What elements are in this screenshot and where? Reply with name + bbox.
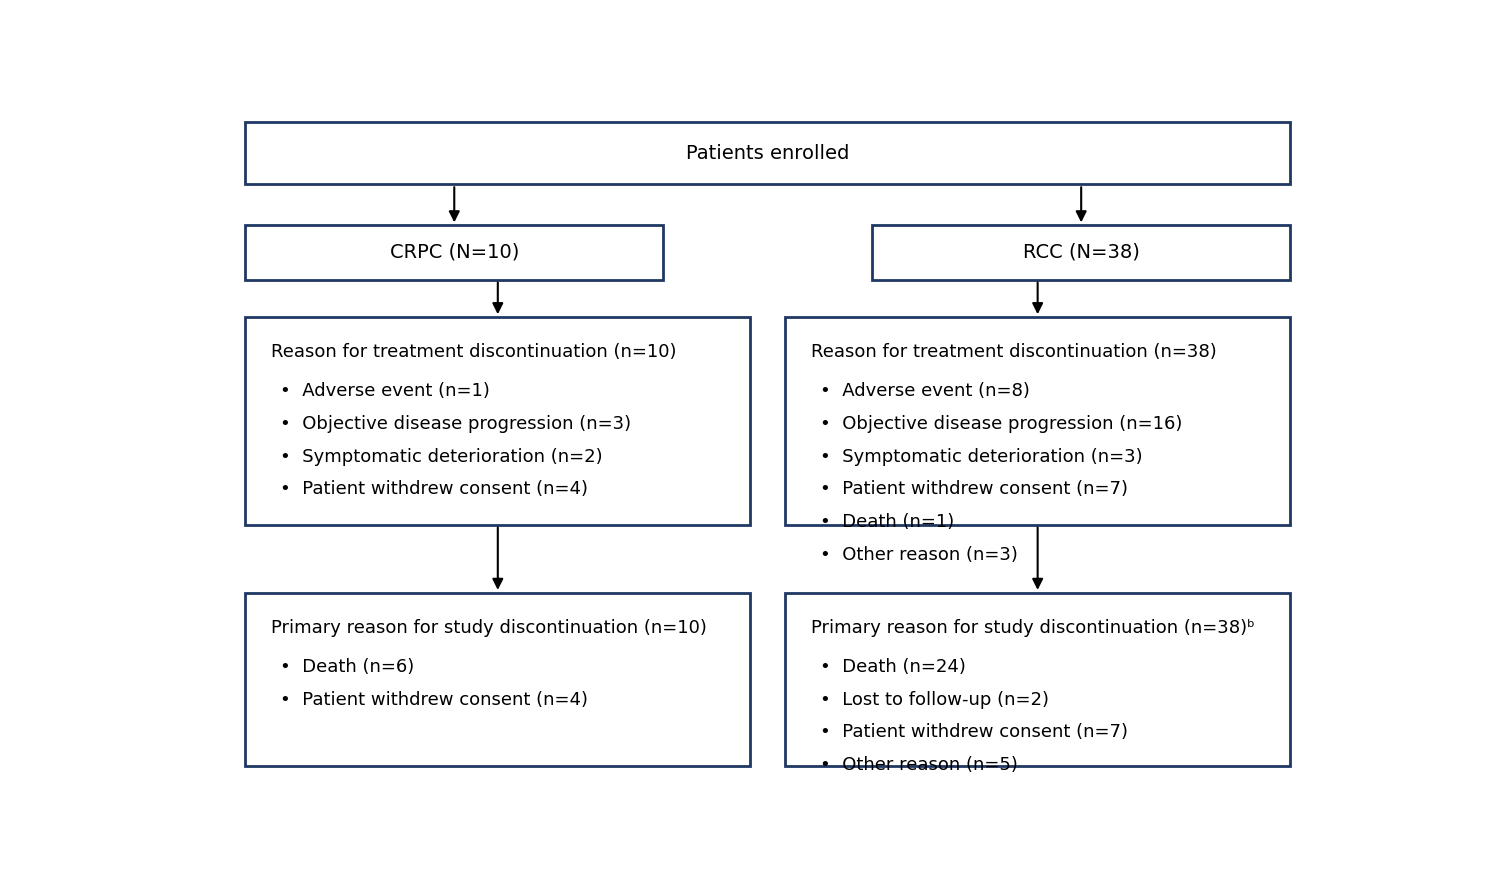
Text: •  Objective disease progression (n=3): • Objective disease progression (n=3): [280, 415, 631, 433]
Text: •  Patient withdrew consent (n=4): • Patient withdrew consent (n=4): [280, 690, 589, 709]
Text: CRPC (N=10): CRPC (N=10): [389, 243, 518, 262]
Text: •  Patient withdrew consent (n=4): • Patient withdrew consent (n=4): [280, 481, 589, 499]
Text: •  Lost to follow-up (n=2): • Lost to follow-up (n=2): [819, 690, 1049, 709]
Text: •  Symptomatic deterioration (n=2): • Symptomatic deterioration (n=2): [280, 448, 602, 466]
Text: RCC (N=38): RCC (N=38): [1023, 243, 1140, 262]
FancyBboxPatch shape: [246, 225, 664, 279]
Text: •  Other reason (n=5): • Other reason (n=5): [819, 756, 1017, 774]
FancyBboxPatch shape: [872, 225, 1290, 279]
Text: •  Other reason (n=3): • Other reason (n=3): [819, 545, 1017, 564]
FancyBboxPatch shape: [246, 593, 750, 766]
Text: •  Death (n=6): • Death (n=6): [280, 658, 415, 676]
Text: Patients enrolled: Patients enrolled: [686, 143, 849, 163]
FancyBboxPatch shape: [785, 317, 1290, 525]
Text: Primary reason for study discontinuation (n=38)ᵇ: Primary reason for study discontinuation…: [810, 619, 1254, 636]
Text: •  Objective disease progression (n=16): • Objective disease progression (n=16): [819, 415, 1182, 433]
Text: Primary reason for study discontinuation (n=10): Primary reason for study discontinuation…: [271, 619, 707, 636]
Text: •  Death (n=1): • Death (n=1): [819, 513, 954, 531]
FancyBboxPatch shape: [246, 317, 750, 525]
Text: •  Adverse event (n=1): • Adverse event (n=1): [280, 383, 490, 400]
Text: •  Adverse event (n=8): • Adverse event (n=8): [819, 383, 1029, 400]
FancyBboxPatch shape: [246, 122, 1290, 185]
Text: Reason for treatment discontinuation (n=38): Reason for treatment discontinuation (n=…: [810, 343, 1216, 361]
Text: Reason for treatment discontinuation (n=10): Reason for treatment discontinuation (n=…: [271, 343, 676, 361]
Text: •  Patient withdrew consent (n=7): • Patient withdrew consent (n=7): [819, 481, 1128, 499]
Text: •  Patient withdrew consent (n=7): • Patient withdrew consent (n=7): [819, 723, 1128, 742]
Text: •  Death (n=24): • Death (n=24): [819, 658, 966, 676]
Text: •  Symptomatic deterioration (n=3): • Symptomatic deterioration (n=3): [819, 448, 1143, 466]
FancyBboxPatch shape: [785, 593, 1290, 766]
